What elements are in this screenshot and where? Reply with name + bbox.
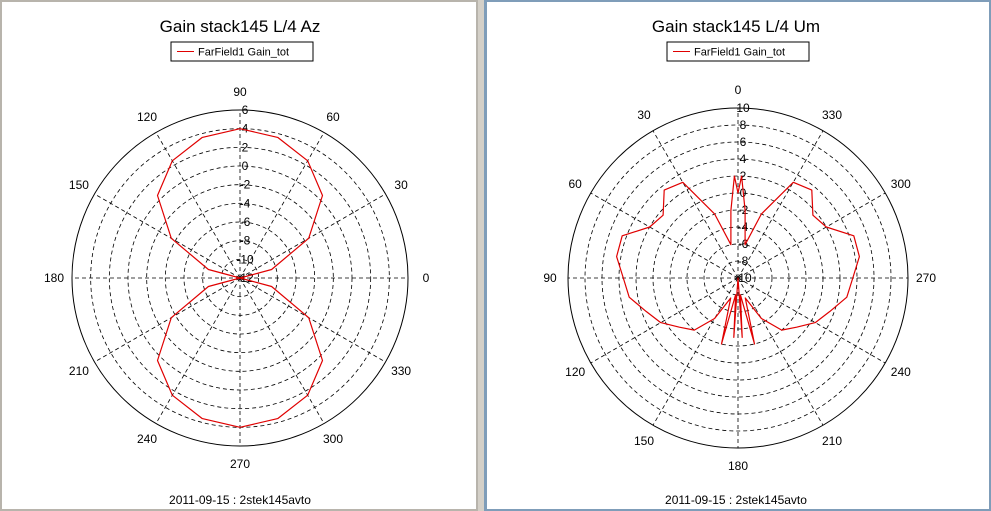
grid-spoke	[652, 277, 739, 426]
grid-spoke	[652, 130, 739, 279]
grid-spoke	[590, 277, 739, 364]
grid-ring	[703, 243, 773, 313]
angle-tick-label: 0	[423, 271, 430, 285]
polar-chart-um: Gain stack145 L/4 Um FarField1 Gain_tot …	[543, 17, 936, 507]
radial-tick-label: 2	[242, 140, 249, 154]
radial-tick-label: 6	[242, 103, 249, 117]
radial-tick-label: -6	[738, 237, 749, 251]
polar-chart-az-panel: Gain stack145 L/4 Az FarField1 Gain_tot …	[0, 0, 478, 511]
angle-tick-label: 180	[44, 271, 64, 285]
grid-ring	[669, 209, 807, 347]
radial-tick-label: -10	[734, 271, 752, 285]
radial-tick-label: 4	[242, 122, 249, 136]
legend-label: FarField1 Gain_tot	[694, 47, 785, 59]
grid-spoke	[239, 277, 325, 424]
grid-spoke	[94, 193, 241, 279]
angle-tick-label: 210	[822, 434, 842, 448]
angle-tick-label: 270	[230, 457, 250, 471]
grid-spoke	[737, 130, 824, 279]
plot-area: 0 30 60 90 120 150 180 210 240 270 300 330 6 4 2 0 -2 -4 -…	[44, 85, 430, 471]
polar-chart-az: Gain stack145 L/4 Az FarField1 Gain_tot …	[44, 17, 430, 507]
legend-box	[170, 41, 314, 62]
radial-tick-label: 10	[736, 101, 750, 115]
legend-box	[666, 41, 810, 62]
outer-ring	[71, 109, 409, 447]
grid-spoke	[155, 277, 241, 424]
grid-spoke	[239, 193, 386, 279]
angle-tick-label: 240	[891, 365, 911, 379]
grid-spoke	[590, 192, 739, 279]
chart-title: Gain stack145 L/4 Az	[160, 17, 321, 36]
radial-tick-label: -4	[738, 220, 749, 234]
angle-tick-label: 210	[69, 364, 89, 378]
grid-ring	[584, 124, 892, 432]
angle-tick-label: 30	[637, 108, 651, 122]
angle-tick-label: 300	[891, 177, 911, 191]
angle-tick-label: 90	[543, 271, 557, 285]
angle-tick-label: 120	[137, 110, 157, 124]
grid-ring	[108, 146, 372, 410]
angle-tick-label: 150	[634, 434, 654, 448]
radial-tick-label: 0	[242, 159, 249, 173]
chart-title: Gain stack145 L/4 Um	[652, 17, 820, 36]
polar-chart-um-panel: Gain stack145 L/4 Um FarField1 Gain_tot …	[484, 0, 991, 511]
grid-spoke	[737, 277, 886, 364]
legend-label: FarField1 Gain_tot	[198, 47, 289, 59]
angle-tick-label: 60	[569, 177, 583, 191]
radial-tick-label: 6	[740, 135, 747, 149]
angle-tick-label: 150	[69, 178, 89, 192]
angle-tick-label: 60	[326, 110, 340, 124]
angle-tick-label: 180	[728, 459, 748, 473]
radial-tick-label: -6	[240, 215, 251, 229]
grid-spoke	[737, 277, 824, 426]
chart-footer: 2011-09-15 : 2stek145avto	[665, 493, 807, 507]
angle-tick-label: 240	[137, 432, 157, 446]
radial-tick-label: -8	[738, 254, 749, 268]
chart-footer: 2011-09-15 : 2stek145avto	[169, 493, 311, 507]
grid-spoke	[239, 132, 325, 279]
grid-spoke	[737, 192, 886, 279]
grid-ring	[164, 202, 316, 354]
angle-tick-label: 270	[916, 271, 936, 285]
angle-tick-label: 90	[233, 85, 247, 99]
angle-tick-label: 0	[735, 83, 742, 97]
series-line	[156, 128, 324, 428]
angle-tick-label: 120	[565, 365, 585, 379]
radial-tick-label: -2	[738, 203, 749, 217]
radial-tick-label: 8	[740, 118, 747, 132]
plot-area: 03060901201501802102402703003301086420-2…	[543, 83, 936, 473]
angle-tick-label: 30	[394, 178, 408, 192]
grid-spoke	[94, 277, 241, 363]
grid-spoke	[155, 132, 241, 279]
angle-tick-label: 330	[391, 364, 411, 378]
radial-tick-label: -10	[236, 252, 254, 266]
radial-tick-label: -12	[236, 271, 254, 285]
series-line	[616, 175, 860, 345]
grid-spoke	[239, 277, 386, 363]
radial-tick-label: -4	[240, 196, 251, 210]
radial-tick-label: -2	[240, 178, 251, 192]
grid-ring	[220, 258, 260, 298]
radial-tick-label: 2	[740, 169, 747, 183]
angle-tick-label: 300	[323, 432, 343, 446]
radial-tick-label: 4	[740, 152, 747, 166]
angle-tick-label: 330	[822, 108, 842, 122]
radial-tick-label: -8	[240, 234, 251, 248]
